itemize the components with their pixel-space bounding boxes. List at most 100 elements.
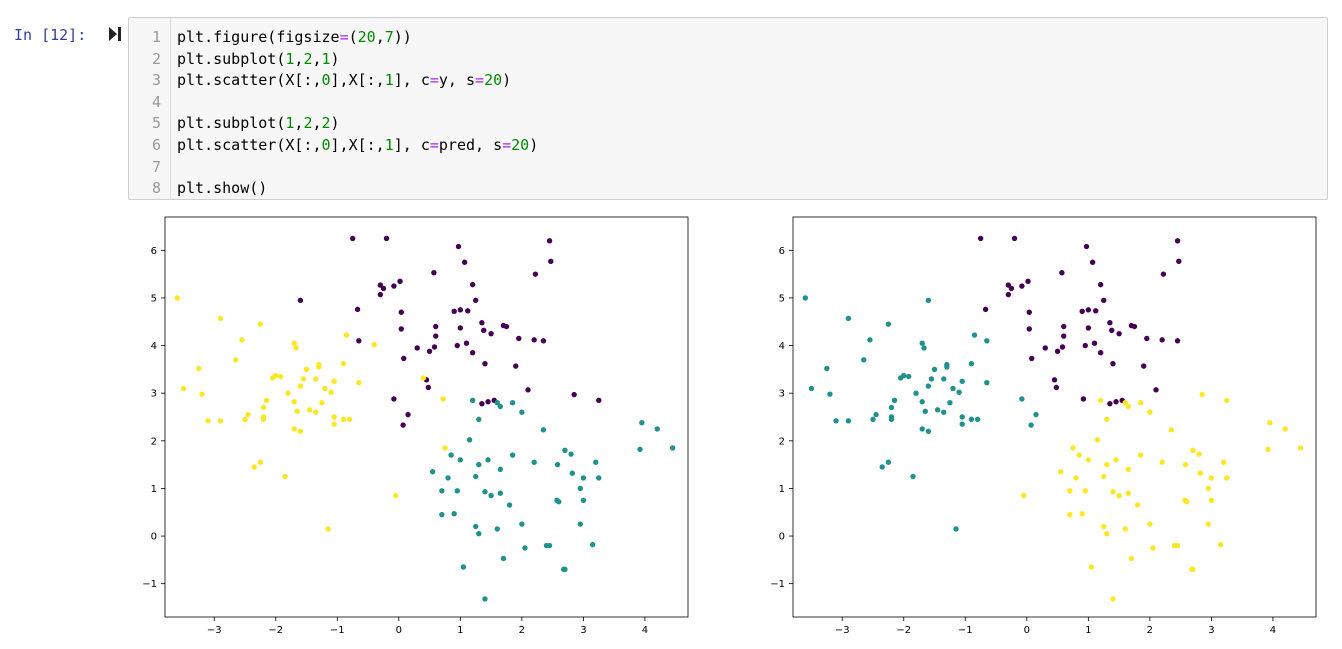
scatter-point [466,437,473,443]
scatter-point [196,365,202,372]
scatter-point [442,445,448,451]
scatter-point [205,418,211,424]
scatter-point [1150,545,1156,551]
scatter-point [513,363,519,369]
y-tick-label: 0 [151,532,157,543]
scatter-point [457,457,464,463]
scatter-point [1059,270,1065,276]
code-cell-input[interactable]: 1 plt.figure(figsize=(20,7)) 2 plt.subplot(… [128,17,1328,200]
scatter-point [469,281,476,288]
scatter-point [1205,521,1212,527]
scatter-point [554,461,561,468]
scatter-point [440,396,446,402]
code-token: , [294,114,304,133]
scatter-point [522,545,528,551]
scatter-point [568,451,574,457]
code-token: = [502,135,512,154]
scatter-point [457,307,464,313]
scatter-point [968,360,975,367]
scatter-point [1176,258,1182,264]
code-token: 1 [285,114,295,133]
scatter-point [580,475,587,481]
scatter-point [531,337,537,343]
scatter-point [445,475,451,481]
code-line: 7 [129,157,1327,179]
scatter-point [476,530,482,537]
line-number: 6 [151,135,161,154]
scatter-point [925,383,932,389]
scatter-point [282,473,288,480]
scatter-point [1109,327,1115,334]
code-token: ) [330,114,340,133]
scatter-point [1079,510,1085,517]
x-tick-label: 1 [457,625,463,636]
scatter-point [465,308,471,314]
scatter-point [1085,457,1092,463]
scatter-point [913,390,919,396]
scatter-point [596,475,602,481]
scatter-point [1267,420,1273,426]
x-tick-label: 2 [519,625,525,636]
scatter-point [303,366,310,373]
scatter-point [393,492,399,499]
scatter-point [451,510,457,517]
line-number: 7 [151,157,161,176]
scatter-point [400,422,406,428]
scatter-point [331,421,337,427]
scatter-point [928,376,935,382]
run-cell-button[interactable] [106,25,124,43]
scatter-point [1168,427,1175,433]
scatter-point [934,407,941,413]
code-token: , [312,49,322,68]
scatter-point [897,375,904,381]
y-tick-label: −1 [142,579,157,590]
code-token: 20 [357,28,376,46]
scatter-point [845,418,852,424]
x-tick-label: 2 [1147,625,1153,636]
scatter-point [833,418,839,424]
scatter-point [910,473,916,480]
code-token: plt.subplot( [177,114,286,133]
scatter-point [879,464,885,470]
scatter-point [325,526,331,532]
code-token: , [375,28,385,46]
cell-output: −3 −2 −1 0 1 2 3 4 −1 0 1 2 3 4 5 6 −3 −2 −1 0 1 2 3 4 −1 0 1 2 3 4 5 6 [128,205,1338,645]
code-token: = [429,71,439,90]
scatter-point [516,335,522,342]
code-editor[interactable]: 1 plt.figure(figsize=(20,7)) 2 plt.subplot(… [129,27,1327,200]
scatter-point [593,459,599,465]
scatter-point [497,403,504,410]
scatter-point [313,376,319,382]
code-token: 1 [384,135,394,154]
scatter-point [291,340,297,346]
scatter-point [479,400,485,407]
code-token: 2 [321,114,331,133]
scatter-point [959,421,965,427]
scatter-point [1197,470,1204,476]
scatter-point [925,428,932,434]
scatter-point [1061,333,1067,339]
scatter-point [500,555,507,562]
scatter-point [433,323,439,330]
scatter-point [959,414,965,420]
y-tick-label: 6 [151,246,157,257]
scatter-point [461,259,468,265]
scatter-point [425,384,432,391]
scatter-point [808,385,815,392]
scatter-point [1026,309,1032,315]
scatter-point [285,390,291,396]
code-token: , [312,114,322,133]
line-number-gutter [129,18,171,199]
scatter-point [454,488,460,494]
scatter-point [451,308,457,314]
y-tick-label: 3 [779,389,785,400]
code-token: 7 [384,28,394,46]
code-token: ) [502,71,512,90]
scatter-point [519,521,525,527]
scatter-point [488,492,494,499]
scatter-point [401,355,407,362]
scatter-point [448,452,454,458]
scatter-point [861,357,867,363]
scatter-point [654,426,660,432]
line-number: 1 [151,28,161,46]
